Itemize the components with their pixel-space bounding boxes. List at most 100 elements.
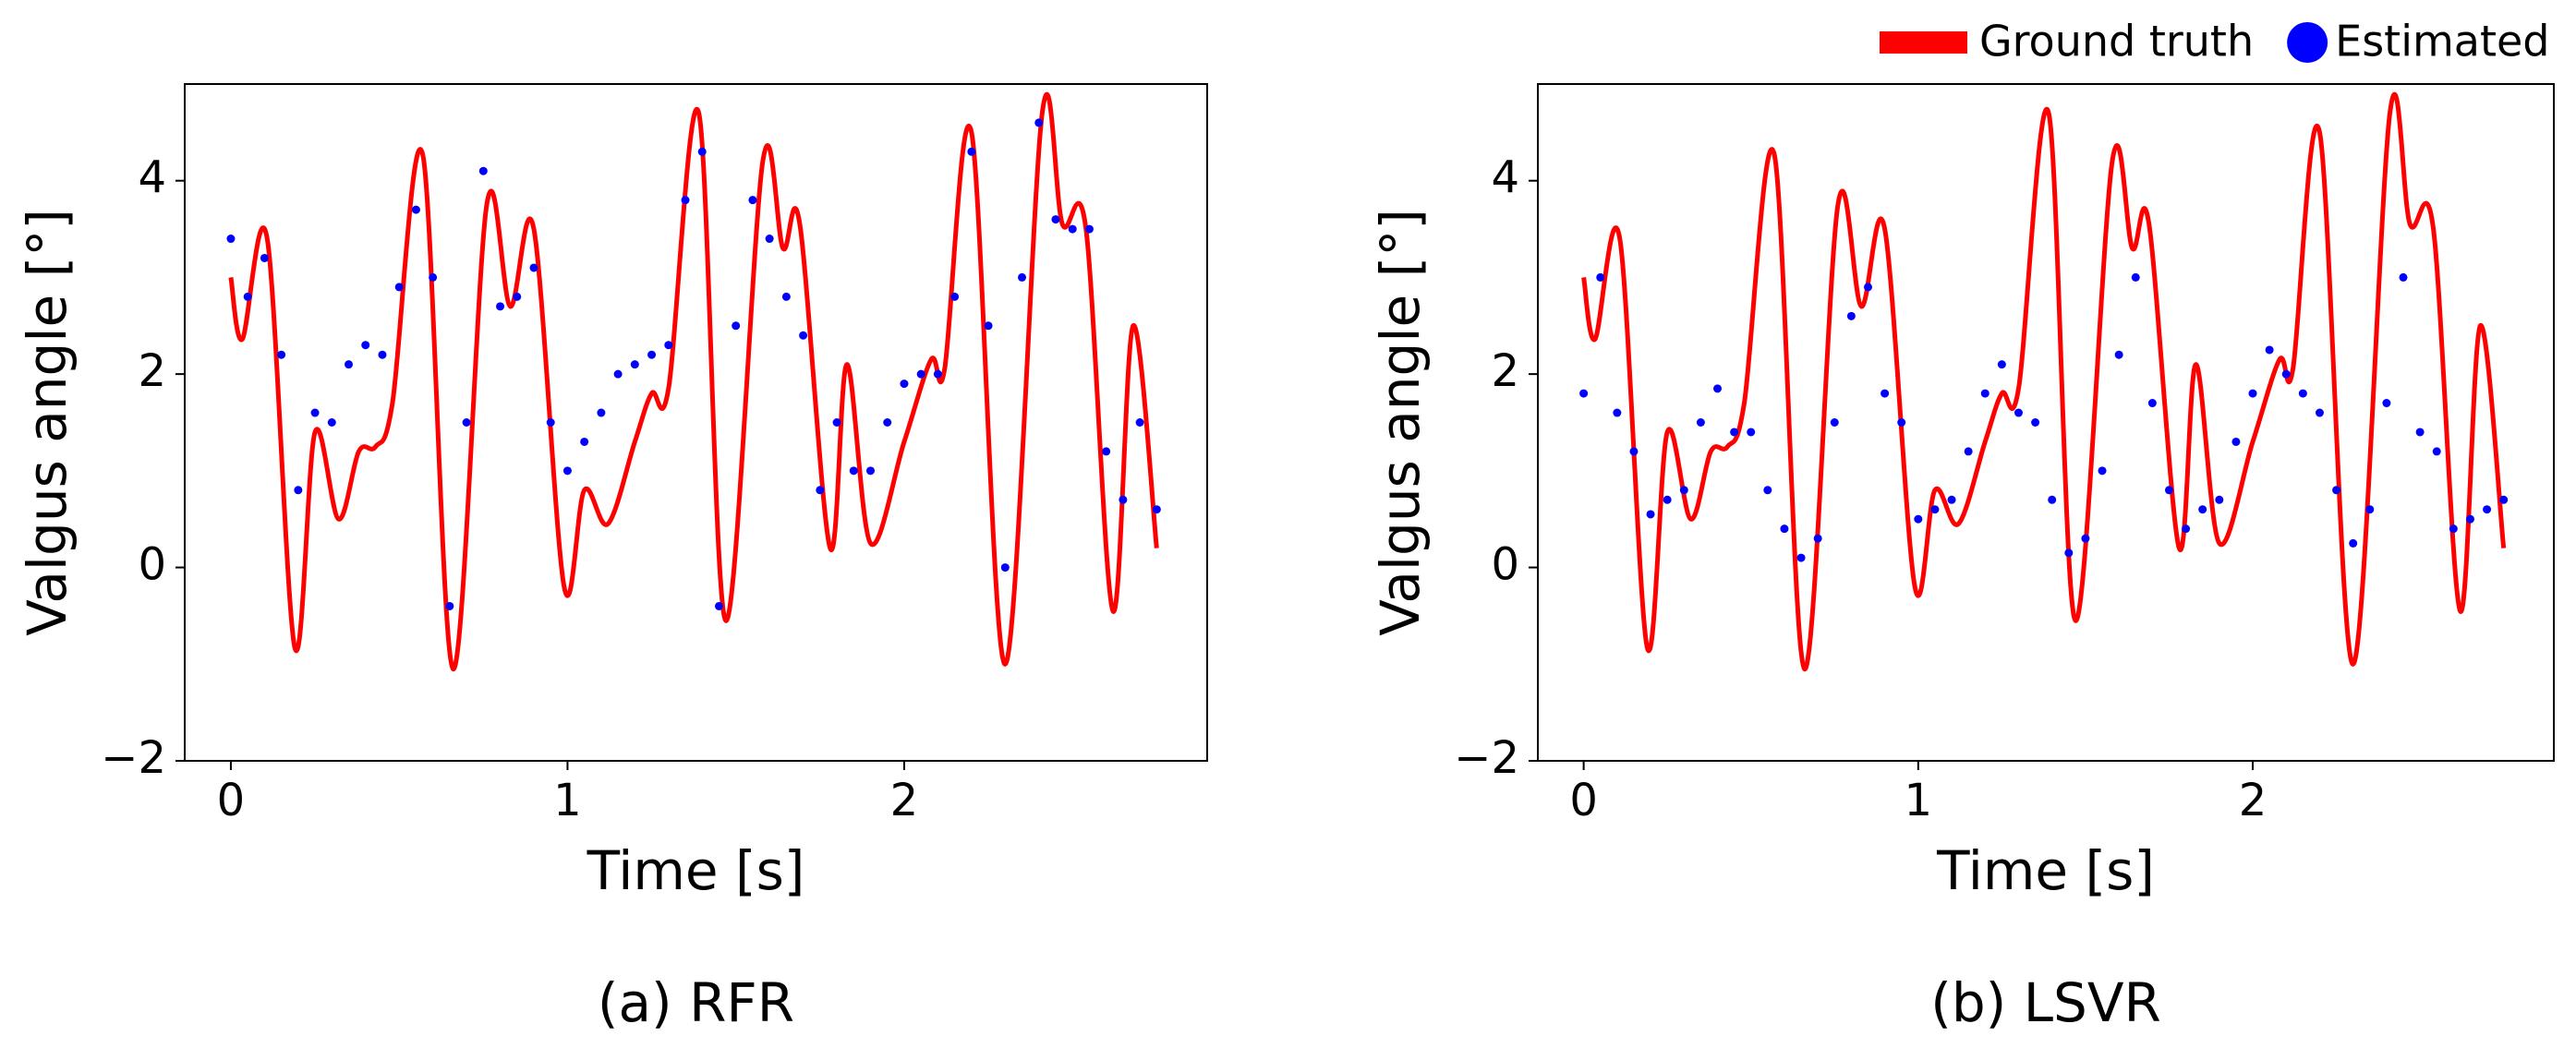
estimated-point (478, 166, 488, 175)
estimated-point (378, 350, 387, 359)
legend-swatch (1880, 31, 1967, 54)
estimated-point (562, 466, 572, 476)
estimated-point (916, 369, 925, 379)
estimated-point (597, 408, 606, 417)
estimated-point (2483, 505, 2492, 514)
estimated-point (2332, 486, 2341, 495)
estimated-point (1964, 447, 1973, 456)
x-tick-label: 0 (1569, 775, 1598, 826)
estimated-point (2281, 369, 2291, 379)
estimated-point (950, 292, 960, 301)
estimated-point (1830, 418, 1839, 427)
estimated-point (1763, 486, 1772, 495)
estimated-point (2298, 389, 2307, 398)
estimated-point (2198, 505, 2207, 514)
estimated-point (496, 302, 505, 311)
estimated-point (1663, 495, 1672, 504)
estimated-point (2147, 399, 2157, 408)
estimated-point (883, 418, 892, 427)
estimated-point (411, 205, 420, 214)
caption: (a) RFR (598, 971, 794, 1034)
estimated-point (277, 350, 286, 359)
estimated-point (1846, 311, 1856, 320)
estimated-point (445, 601, 454, 610)
estimated-point (345, 360, 354, 369)
estimated-point (1679, 486, 1688, 495)
x-tick-label: 2 (2239, 775, 2268, 826)
estimated-point (1018, 272, 1027, 282)
estimated-point (1813, 534, 1822, 543)
estimated-point (1646, 510, 1655, 519)
estimated-point (1747, 428, 1756, 437)
estimated-point (2182, 524, 2191, 534)
estimated-point (647, 350, 657, 359)
estimated-point (1713, 384, 1723, 393)
estimated-point (781, 292, 791, 301)
estimated-point (327, 418, 336, 427)
estimated-point (294, 486, 303, 495)
estimated-point (1897, 418, 1906, 427)
estimated-point (967, 147, 976, 156)
estimated-point (1034, 118, 1044, 127)
y-axis-label: Valgus angle [°] (1369, 209, 1432, 636)
estimated-point (732, 321, 741, 331)
estimated-point (2432, 447, 2441, 456)
estimated-point (2315, 408, 2324, 417)
x-axis-label: Time [s] (587, 839, 805, 902)
estimated-point (832, 418, 841, 427)
estimated-point (1881, 389, 1890, 398)
estimated-point (2114, 350, 2123, 359)
estimated-point (2164, 486, 2173, 495)
estimated-point (765, 235, 774, 244)
estimated-point (681, 196, 690, 205)
x-tick-label: 1 (1905, 775, 1933, 826)
estimated-point (748, 196, 757, 205)
estimated-point (1730, 428, 1739, 437)
estimated-point (1068, 224, 1077, 234)
estimated-point (1980, 389, 1989, 398)
estimated-point (1152, 505, 1161, 514)
estimated-point (714, 601, 723, 610)
estimated-point (2131, 272, 2140, 282)
estimated-point (799, 331, 808, 340)
estimated-point (429, 272, 438, 282)
estimated-point (462, 418, 471, 427)
estimated-point (260, 253, 269, 262)
estimated-point (1930, 505, 1940, 514)
estimated-point (2081, 534, 2090, 543)
estimated-point (2415, 428, 2425, 437)
estimated-point (1135, 418, 1144, 427)
legend-label: Ground truth (1979, 17, 2254, 66)
estimated-point (2465, 514, 2474, 524)
estimated-point (1997, 360, 2006, 369)
x-axis-label: Time [s] (1936, 839, 2155, 902)
estimated-point (1000, 563, 1010, 572)
x-tick-label: 1 (553, 775, 582, 826)
estimated-point (1914, 514, 1923, 524)
estimated-point (2098, 466, 2107, 476)
estimated-point (1629, 447, 1639, 456)
estimated-point (394, 283, 404, 292)
y-axis-label: Valgus angle [°] (16, 209, 79, 636)
estimated-point (900, 379, 909, 389)
estimated-point (361, 341, 370, 350)
x-tick-label: 0 (217, 775, 246, 826)
axes-frame (184, 83, 1208, 762)
estimated-point (1596, 272, 1605, 282)
estimated-point (2365, 505, 2375, 514)
estimated-point (984, 321, 993, 331)
estimated-point (1613, 408, 1622, 417)
estimated-point (2031, 418, 2040, 427)
y-tick-label: −2 (101, 732, 166, 784)
estimated-point (2014, 408, 2023, 417)
y-tick-label: 4 (138, 152, 166, 204)
estimated-point (1947, 495, 1956, 504)
estimated-point (580, 437, 589, 446)
y-tick-label: 0 (1491, 539, 1519, 591)
y-tick-label: −2 (1454, 732, 1519, 784)
estimated-point (2349, 538, 2358, 548)
estimated-point (2382, 399, 2391, 408)
estimated-point (2399, 272, 2408, 282)
estimated-point (226, 235, 236, 244)
